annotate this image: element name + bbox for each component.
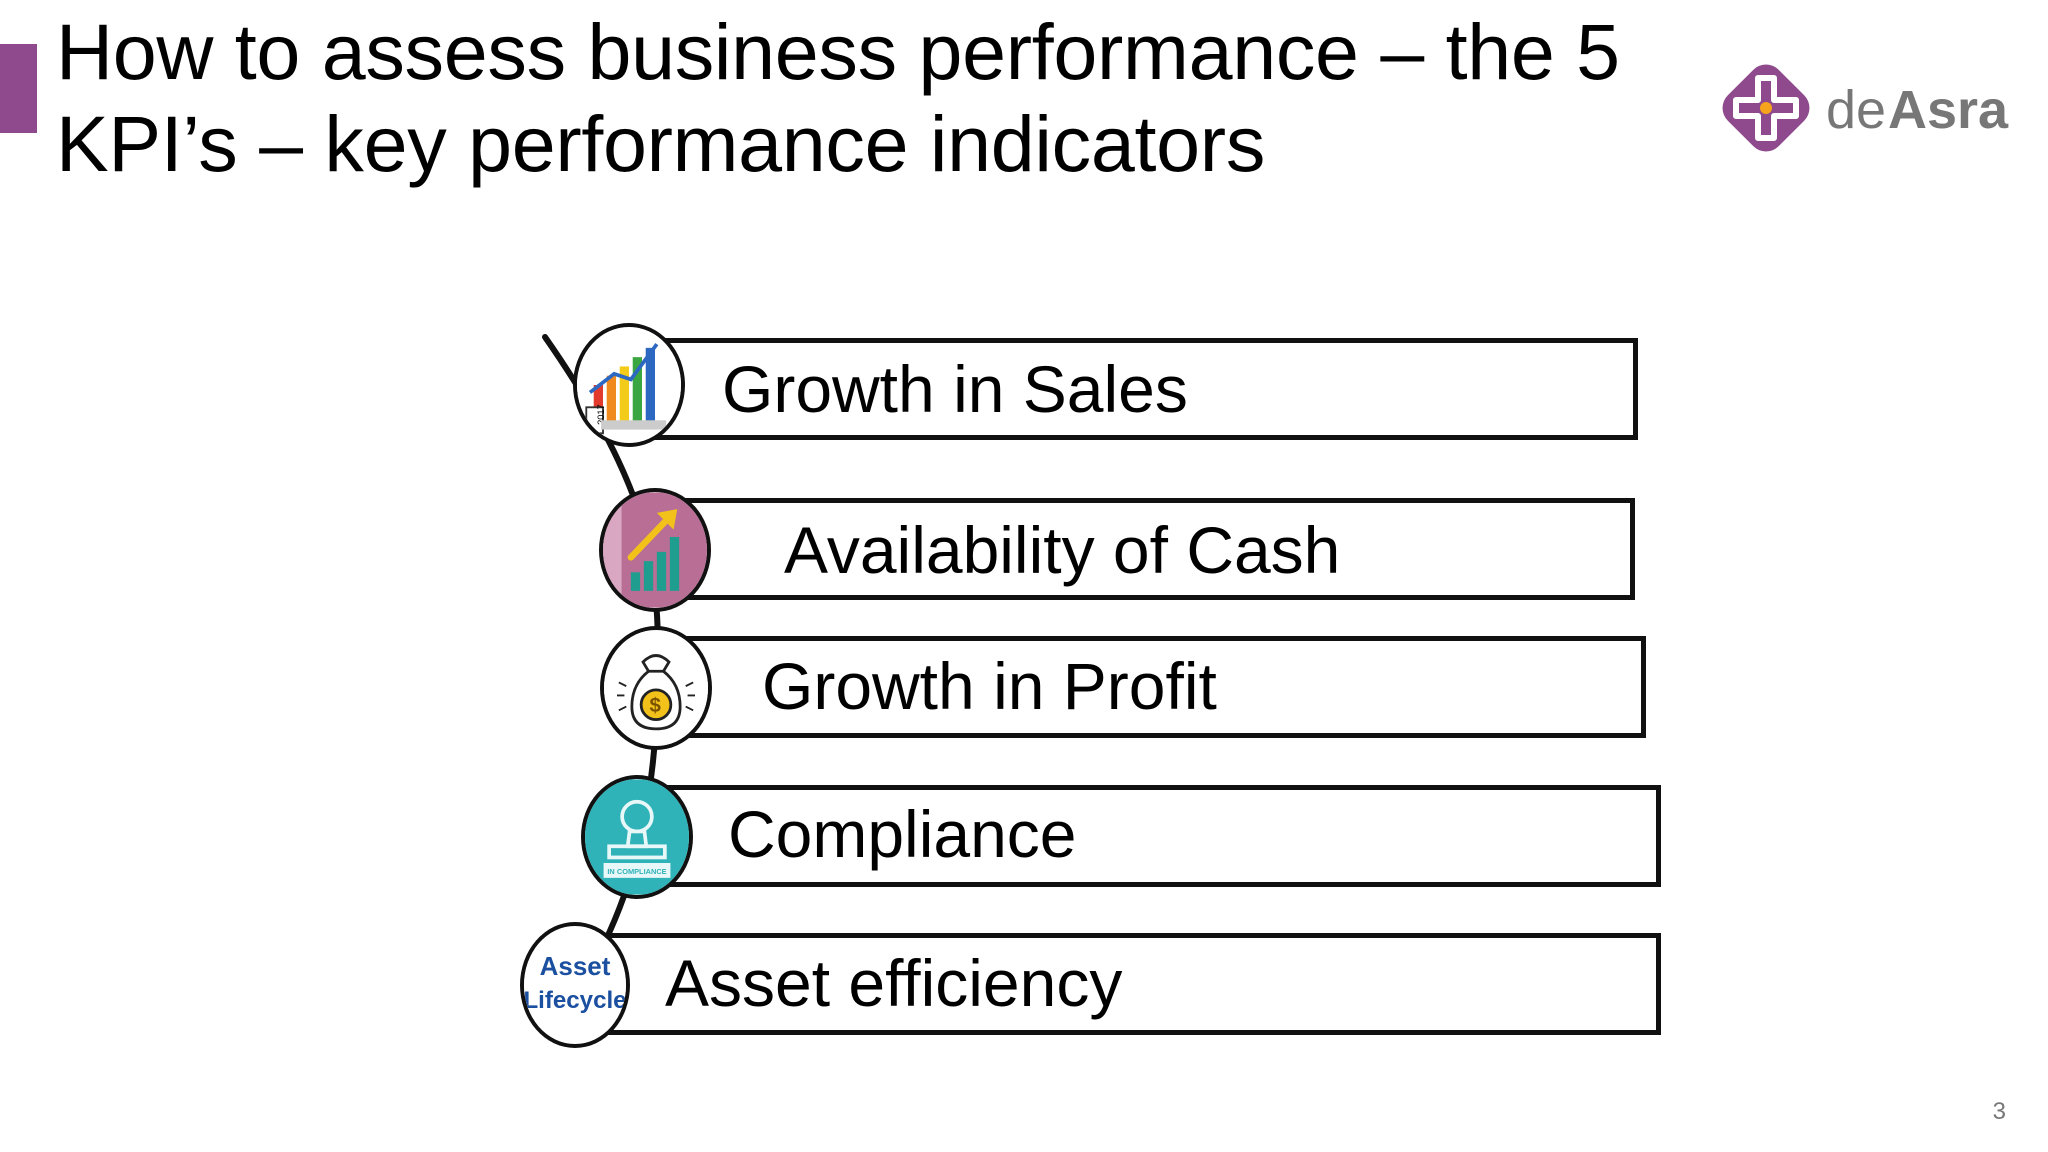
asset-lifecycle-icon: Asset Lifecycle bbox=[520, 922, 630, 1048]
rising-bar-chart-icon bbox=[599, 488, 711, 612]
kpi-label-growth-in-profit: Growth in Profit bbox=[762, 649, 1217, 723]
kpi-box-availability-of-cash bbox=[677, 498, 1635, 600]
kpi-label-compliance: Compliance bbox=[728, 797, 1077, 871]
svg-text:2017: 2017 bbox=[596, 404, 606, 425]
asset-lifecycle-text-lifecycle: Lifecycle bbox=[524, 987, 626, 1014]
logo-text-asra: Asra bbox=[1888, 80, 2009, 140]
asset-lifecycle-text-asset: Asset bbox=[540, 951, 611, 981]
title-accent-bar bbox=[0, 44, 37, 133]
kpi-label-availability-of-cash: Availability of Cash bbox=[784, 513, 1341, 587]
kpi-box-growth-in-profit bbox=[677, 636, 1646, 738]
slide-title: How to assess business performance – the… bbox=[56, 7, 1620, 188]
kpi-label-growth-in-sales: Growth in Sales bbox=[722, 352, 1188, 426]
sales-growth-chart-icon: 2017 bbox=[573, 323, 685, 447]
logo-text-de: de bbox=[1826, 80, 1886, 140]
compliance-stamp-icon: IN COMPLIANCE bbox=[581, 775, 693, 899]
de-asra-logo: de Asra bbox=[1722, 64, 2009, 152]
kpi-box-compliance bbox=[656, 785, 1661, 887]
money-bag-icon: $ bbox=[600, 626, 712, 750]
kpi-label-asset-efficiency: Asset efficiency bbox=[665, 946, 1123, 1020]
svg-text:$: $ bbox=[650, 695, 662, 717]
kpi-box-asset-efficiency bbox=[595, 933, 1661, 1035]
page-number: 3 bbox=[1992, 1098, 2006, 1125]
compliance-stamp-text: IN COMPLIANCE bbox=[607, 867, 666, 876]
